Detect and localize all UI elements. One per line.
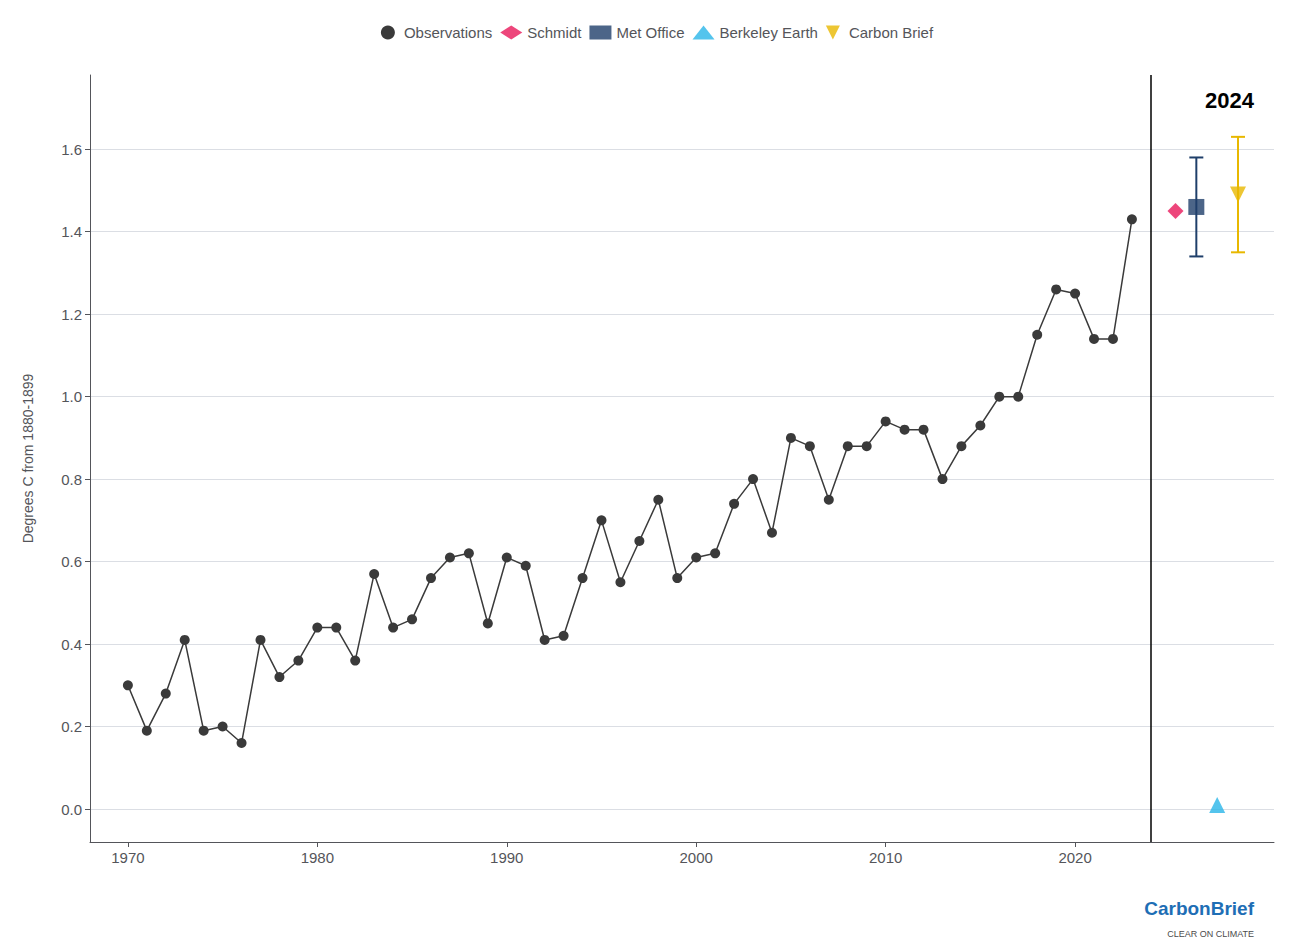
svg-text:2000: 2000 [680, 849, 713, 866]
svg-text:Schmidt: Schmidt [527, 24, 582, 41]
svg-text:1980: 1980 [301, 849, 334, 866]
svg-text:CarbonBrief: CarbonBrief [1144, 898, 1254, 919]
svg-text:0.8: 0.8 [61, 471, 82, 488]
svg-text:2010: 2010 [869, 849, 902, 866]
svg-text:2020: 2020 [1058, 849, 1091, 866]
svg-text:0.4: 0.4 [61, 636, 82, 653]
svg-text:0.0: 0.0 [61, 801, 82, 818]
svg-text:2024: 2024 [1205, 88, 1255, 113]
svg-text:1.4: 1.4 [61, 223, 82, 240]
svg-text:1970: 1970 [111, 849, 144, 866]
svg-text:Carbon Brief: Carbon Brief [849, 24, 934, 41]
svg-text:Berkeley Earth: Berkeley Earth [720, 24, 818, 41]
svg-text:0.2: 0.2 [61, 718, 82, 735]
svg-text:Observations: Observations [404, 24, 492, 41]
svg-text:CLEAR ON CLIMATE: CLEAR ON CLIMATE [1167, 929, 1254, 939]
svg-text:Degrees C from 1880-1899: Degrees C from 1880-1899 [20, 373, 36, 543]
svg-text:1990: 1990 [490, 849, 523, 866]
svg-text:0.6: 0.6 [61, 553, 82, 570]
svg-text:1.2: 1.2 [61, 306, 82, 323]
svg-text:1.0: 1.0 [61, 388, 82, 405]
svg-text:Met Office: Met Office [616, 24, 684, 41]
svg-text:1.6: 1.6 [61, 141, 82, 158]
